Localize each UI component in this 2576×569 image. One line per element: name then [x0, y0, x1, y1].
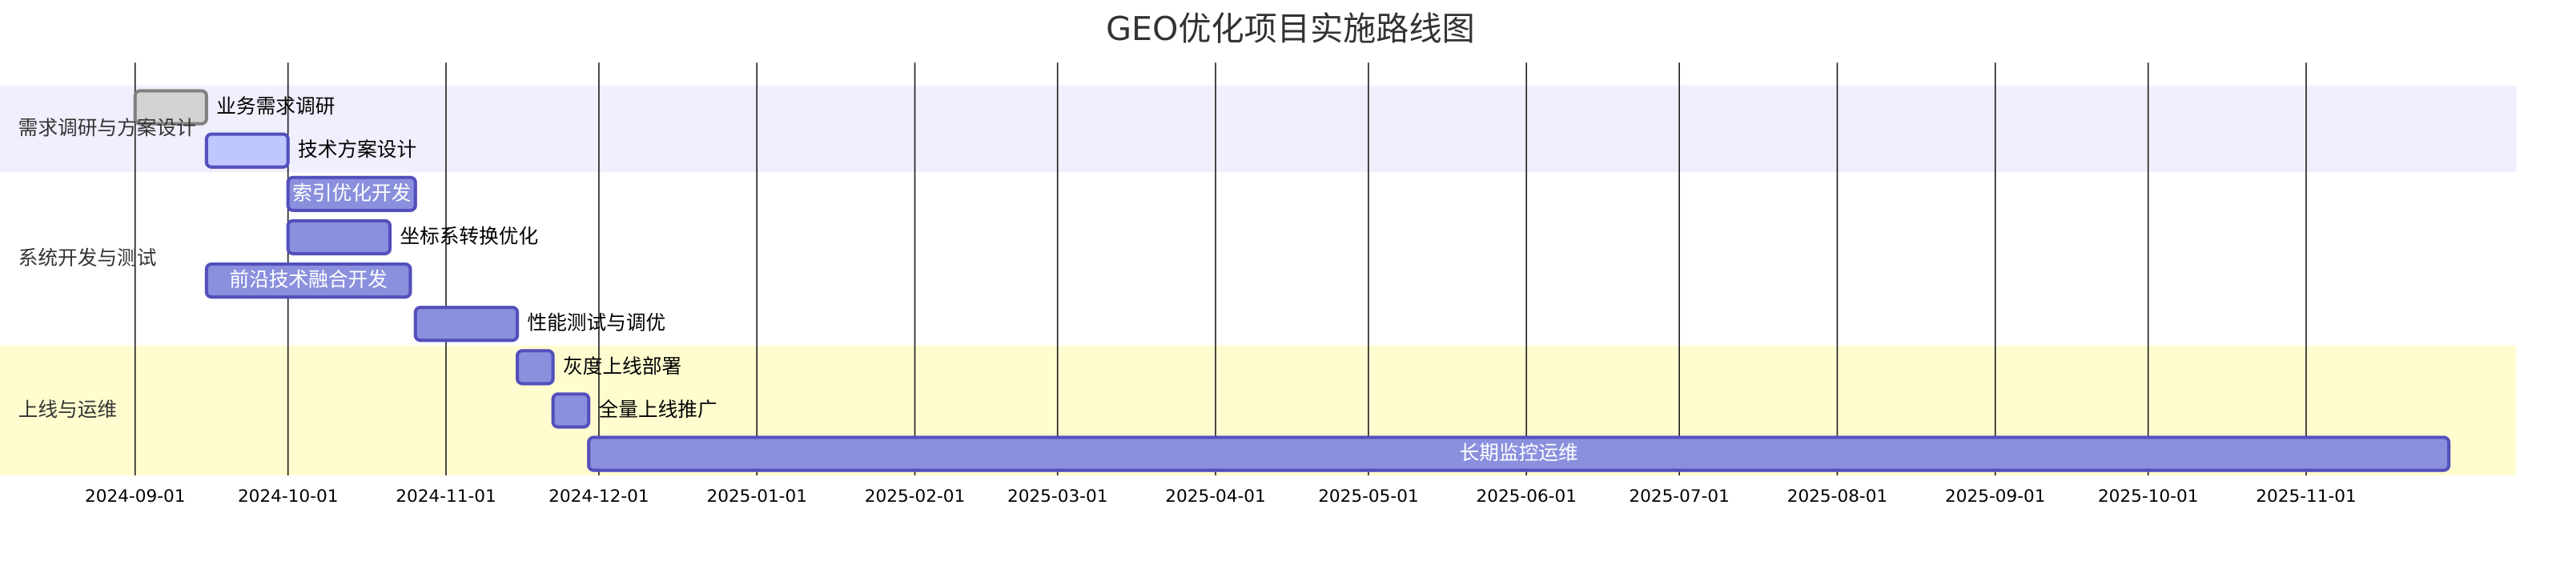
x-tick-label: 2025-11-01: [2256, 487, 2357, 507]
section-label: 上线与运维: [18, 398, 117, 421]
task-bar: [204, 132, 290, 169]
task-bar: [204, 262, 412, 299]
task-bar: [413, 306, 520, 343]
task-label: 技术方案设计: [298, 138, 416, 161]
task-bar: [133, 89, 208, 126]
task-label: 坐标系转换优化: [400, 224, 538, 247]
task-bar: [551, 392, 591, 429]
task-label: 全量上线推广: [599, 398, 717, 421]
chart-title: GEO优化项目实施路线图: [1106, 10, 1475, 48]
section-label: 系统开发与测试: [18, 246, 157, 270]
task-label: 长期监控运维: [1460, 441, 1578, 464]
task-label: 前沿技术融合开发: [229, 268, 388, 291]
x-tick-label: 2025-03-01: [1007, 487, 1108, 507]
x-tick-label: 2025-07-01: [1629, 487, 1730, 507]
x-tick-label: 2024-10-01: [238, 487, 339, 507]
task-bar: [587, 435, 2451, 472]
x-tick-label: 2025-01-01: [706, 487, 807, 507]
x-tick-label: 2025-08-01: [1787, 487, 1888, 507]
task-label: 灰度上线部署: [563, 355, 681, 378]
section-bands: [0, 86, 2517, 476]
x-tick-label: 2024-09-01: [85, 487, 186, 507]
task-label: 索引优化开发: [292, 181, 411, 204]
bars: [133, 89, 2451, 472]
x-tick-label: 2025-05-01: [1318, 487, 1419, 507]
task-label: 业务需求调研: [216, 94, 335, 118]
task-bar: [516, 349, 555, 386]
x-tick-label: 2025-10-01: [2098, 487, 2199, 507]
grid: [134, 62, 2307, 476]
x-tick-label: 2024-11-01: [396, 487, 496, 507]
x-tick-label: 2025-04-01: [1165, 487, 1266, 507]
x-tick-label: 2025-02-01: [865, 487, 965, 507]
x-tick-label: 2025-06-01: [1476, 487, 1576, 507]
task-bar: [286, 175, 417, 212]
section-band: [0, 86, 2517, 173]
x-tick-label: 2025-09-01: [1945, 487, 2046, 507]
task-label: 性能测试与调优: [527, 311, 665, 335]
x-tick-label: 2024-12-01: [549, 487, 649, 507]
task-bar: [286, 218, 392, 256]
section-label: 需求调研与方案设计: [18, 116, 196, 139]
